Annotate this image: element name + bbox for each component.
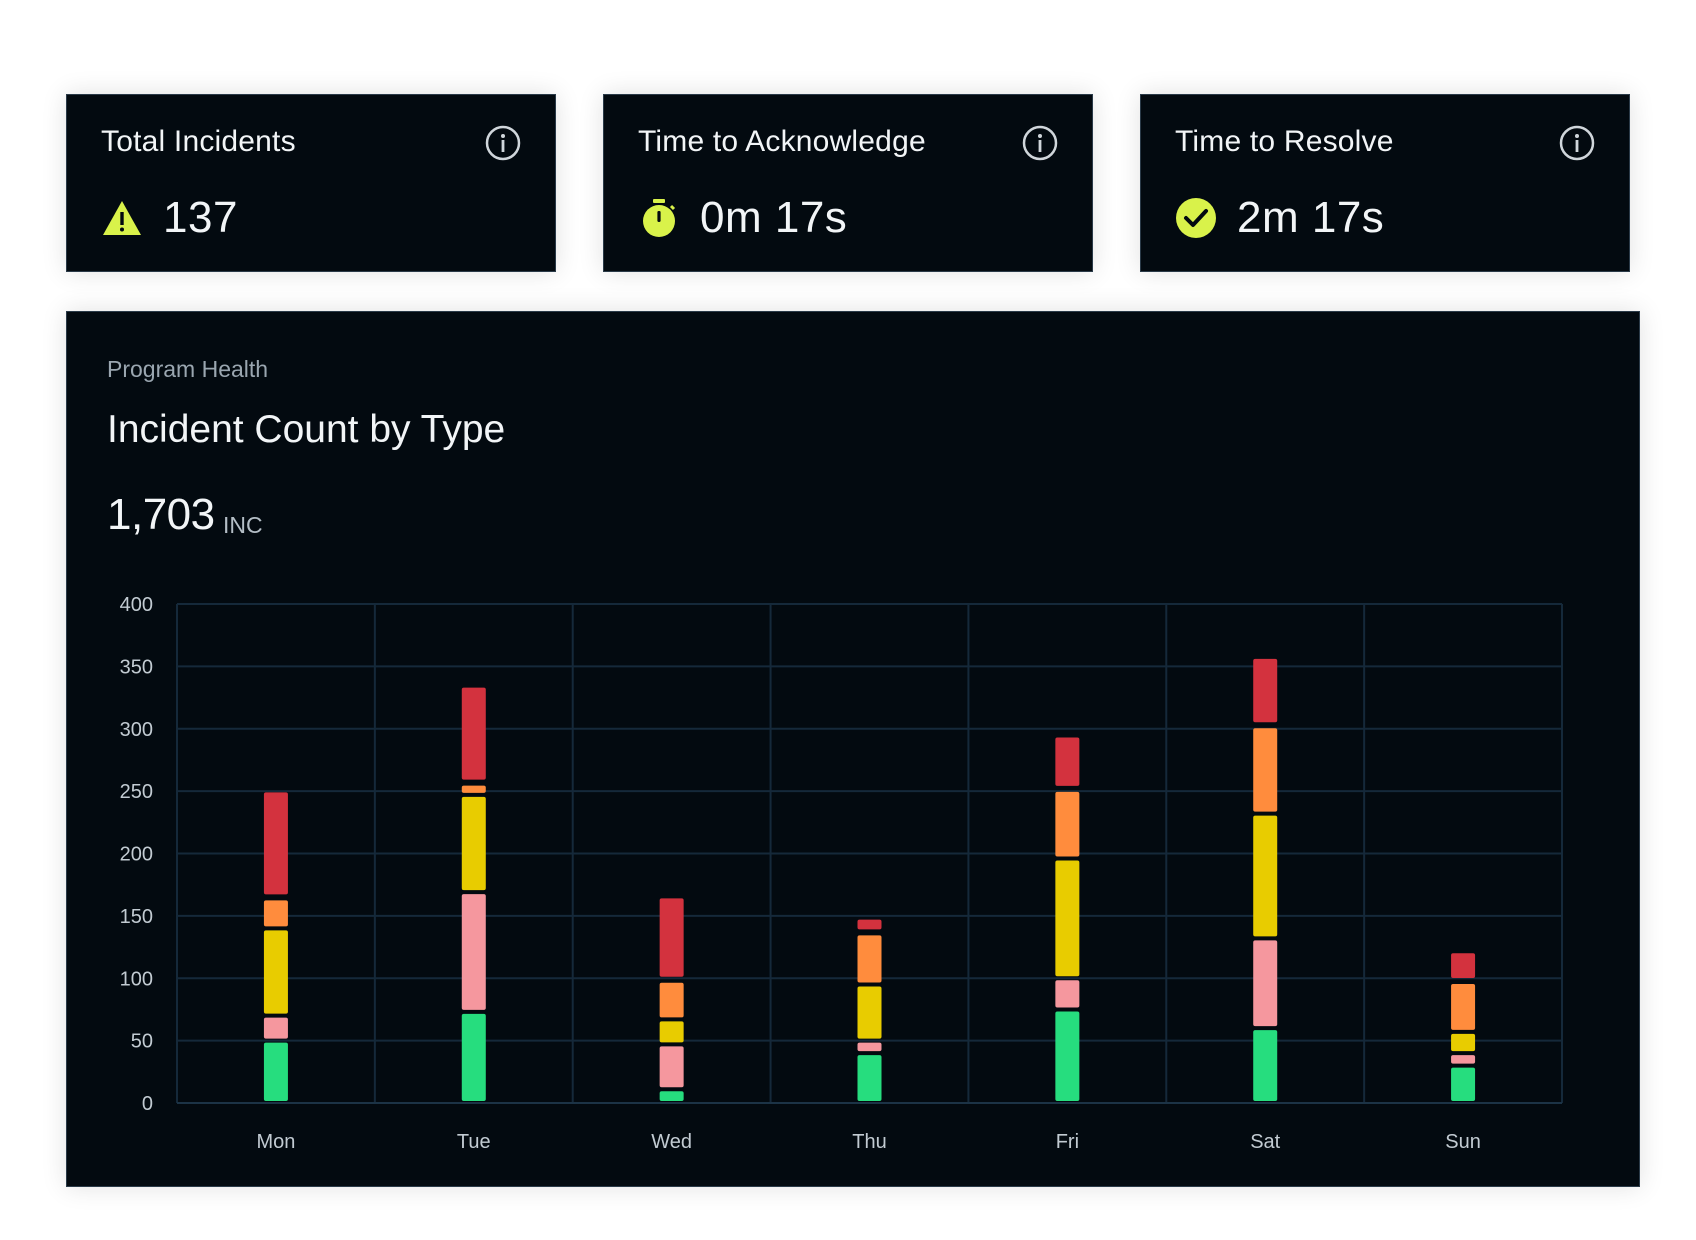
bar-segment (1451, 983, 1476, 1030)
bar-segment (1055, 791, 1080, 857)
panel-kicker: Program Health (107, 356, 269, 382)
bar-segment (659, 1046, 684, 1088)
y-tick-label: 150 (120, 906, 153, 928)
bar-segment (1055, 737, 1080, 786)
y-tick-label: 100 (120, 968, 153, 990)
card-value: 0m 17s (700, 193, 848, 242)
x-tick-label: Thu (852, 1131, 886, 1153)
info-icon[interactable] (485, 125, 521, 161)
bar-segment (461, 796, 486, 891)
incident-chart-panel: Program Health Incident Count by Type 1,… (66, 311, 1640, 1187)
bar-segment (659, 1021, 684, 1043)
bar-segment (461, 785, 486, 793)
bar-segment (1451, 1033, 1476, 1052)
bar-segment (857, 1055, 882, 1101)
card-title: Total Incidents (101, 125, 296, 158)
bar-segment (857, 919, 882, 930)
x-tick-label: Wed (651, 1131, 692, 1153)
y-tick-label: 50 (131, 1031, 153, 1053)
x-tick-label: Mon (256, 1131, 295, 1153)
total-incident-count: 1,703 (107, 490, 215, 539)
bar-segment (461, 894, 486, 1010)
bar-segment (1253, 658, 1278, 723)
bar-segment (1451, 953, 1476, 978)
bar-segment (1253, 728, 1278, 812)
card-title: Time to Acknowledge (638, 125, 926, 158)
total-incidents-card: Total Incidents 137 (66, 94, 556, 272)
card-value: 137 (163, 193, 238, 242)
total-unit: INC (223, 512, 263, 538)
bar-segment (1253, 1030, 1278, 1101)
bar-segment (857, 1042, 882, 1052)
bar-segment (1055, 860, 1080, 977)
bar-segment (857, 986, 882, 1039)
bar-segment (263, 930, 288, 1014)
bar-segment (263, 1042, 288, 1101)
warning-icon (103, 201, 141, 235)
y-tick-label: 200 (120, 844, 153, 866)
bar-segment (659, 898, 684, 977)
bar-segment (263, 792, 288, 895)
card-title: Time to Resolve (1175, 125, 1394, 158)
y-tick-label: 300 (120, 719, 153, 741)
card-value: 2m 17s (1237, 193, 1385, 242)
x-tick-label: Fri (1056, 1131, 1079, 1153)
info-icon[interactable] (1559, 125, 1595, 161)
y-tick-label: 250 (120, 781, 153, 803)
x-tick-label: Sun (1445, 1131, 1481, 1153)
bar-segment (1055, 980, 1080, 1008)
check-circle-icon (1176, 198, 1216, 238)
bar-segment (461, 1013, 486, 1101)
x-tick-label: Tue (457, 1131, 491, 1153)
bar-segment (263, 900, 288, 927)
bar-segment (1451, 1055, 1476, 1064)
bar-segment (1055, 1011, 1080, 1101)
stacked-bar-chart: 0 50 100 150 200 250 300 350 400 Mon Tue Wed Thu Fri S… (120, 594, 1563, 1153)
bar-segment (1253, 940, 1278, 1027)
bar-segment (659, 982, 684, 1018)
bar-segment (857, 935, 882, 983)
panel-title: Incident Count by Type (107, 408, 506, 451)
y-tick-label: 0 (142, 1093, 153, 1115)
bar-segment (1253, 815, 1278, 937)
x-tick-label: Sat (1250, 1131, 1280, 1153)
y-tick-label: 350 (120, 656, 153, 678)
time-to-acknowledge-card: Time to Acknowledge 0m 17s (603, 94, 1093, 272)
bar-segment (659, 1091, 684, 1101)
bar-segment (1451, 1067, 1476, 1101)
y-tick-label: 400 (120, 594, 153, 616)
stopwatch-icon (643, 199, 676, 237)
bar-segment (461, 687, 486, 780)
info-icon[interactable] (1022, 125, 1058, 161)
time-to-resolve-card: Time to Resolve 2m 17s (1140, 94, 1630, 272)
bar-segment (263, 1017, 288, 1039)
